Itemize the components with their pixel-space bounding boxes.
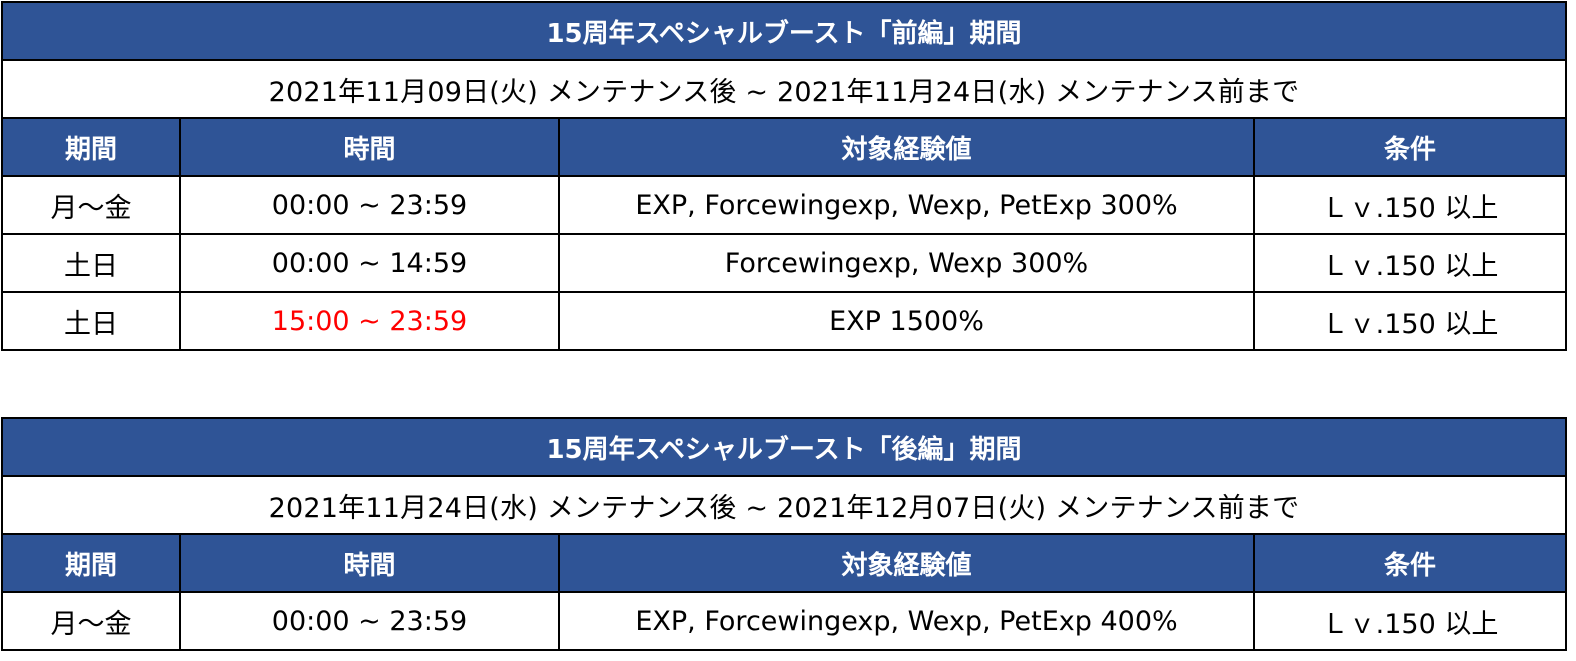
column-header-condition: 条件 — [1253, 117, 1567, 177]
column-header-period: 期間 — [1, 117, 181, 177]
condition-cell: Ｌｖ.150 以上 — [1253, 291, 1567, 351]
column-header-exp: 対象経験値 — [558, 117, 1255, 177]
table-title: 15周年スペシャルブースト「後編」期間 — [1, 417, 1567, 477]
day-cell: 土日 — [1, 233, 181, 293]
exp-cell: EXP 1500% — [558, 291, 1255, 351]
column-header-period: 期間 — [1, 533, 181, 593]
boost-table-second-half: 15周年スペシャルブースト「後編」期間 2021年11月24日(水) メンテナン… — [1, 417, 1567, 651]
day-cell: 月～金 — [1, 591, 181, 651]
column-header-condition: 条件 — [1253, 533, 1567, 593]
day-cell: 土日 — [1, 291, 181, 351]
condition-cell: Ｌｖ.150 以上 — [1253, 233, 1567, 293]
table-row: 土日 00:00 ~ 14:59 Forcewingexp, Wexp 300%… — [1, 233, 1567, 293]
condition-cell: Ｌｖ.150 以上 — [1253, 175, 1567, 235]
boost-table-first-half: 15周年スペシャルブースト「前編」期間 2021年11月09日(火) メンテナン… — [1, 1, 1567, 351]
time-cell: 15:00 ~ 23:59 — [179, 291, 560, 351]
condition-cell: Ｌｖ.150 以上 — [1253, 591, 1567, 651]
time-cell: 00:00 ~ 23:59 — [179, 175, 560, 235]
table-title: 15周年スペシャルブースト「前編」期間 — [1, 1, 1567, 61]
exp-cell: EXP, Forcewingexp, Wexp, PetExp 300% — [558, 175, 1255, 235]
period-text: 2021年11月09日(火) メンテナンス後 ~ 2021年11月24日(水) … — [1, 59, 1567, 119]
time-cell: 00:00 ~ 23:59 — [179, 591, 560, 651]
table-row: 月～金 00:00 ~ 23:59 EXP, Forcewingexp, Wex… — [1, 175, 1567, 235]
column-header-exp: 対象経験値 — [558, 533, 1255, 593]
column-header-time: 時間 — [179, 533, 560, 593]
period-text: 2021年11月24日(水) メンテナンス後 ~ 2021年12月07日(火) … — [1, 475, 1567, 535]
table-row: 土日 15:00 ~ 23:59 EXP 1500% Ｌｖ.150 以上 — [1, 291, 1567, 351]
day-cell: 月～金 — [1, 175, 181, 235]
time-cell: 00:00 ~ 14:59 — [179, 233, 560, 293]
exp-cell: Forcewingexp, Wexp 300% — [558, 233, 1255, 293]
table-row: 月～金 00:00 ~ 23:59 EXP, Forcewingexp, Wex… — [1, 591, 1567, 651]
column-header-time: 時間 — [179, 117, 560, 177]
exp-cell: EXP, Forcewingexp, Wexp, PetExp 400% — [558, 591, 1255, 651]
